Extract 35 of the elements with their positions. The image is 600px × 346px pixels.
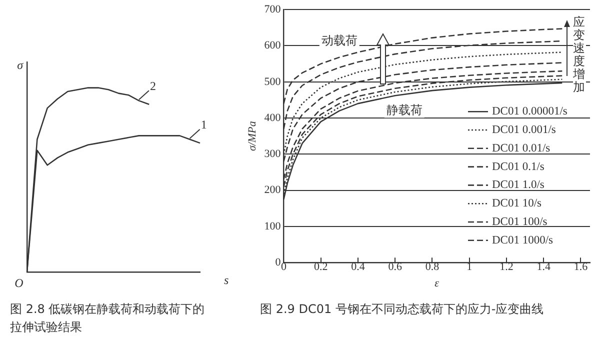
x-tick-label: 0.8 (425, 261, 440, 274)
text: O (14, 276, 24, 290)
text: 图 2.8 低碳钢在静载荷和动载荷下的拉伸试验结果 (10, 301, 206, 336)
legend-label: DC01 10/s (492, 198, 542, 210)
y-axis-title: σ/MPa (246, 120, 258, 152)
x-tick-label: 1.2 (500, 261, 514, 274)
text: 图 2.9 DC01 号钢在不同动态载荷下的应力-应变曲线 (260, 301, 545, 318)
x-tick-label: 1.4 (536, 261, 551, 274)
x-tick-label: 0.4 (351, 261, 366, 274)
y-tick-label: 500 (264, 76, 282, 88)
legend-label: DC01 100/s (492, 216, 548, 228)
x-tick-label: 0.2 (314, 261, 328, 274)
y-tick-label: 300 (264, 148, 282, 160)
x-tick-label: 1.6 (574, 261, 588, 274)
y-tick-label: 700 (264, 3, 282, 16)
y-tick-label: 100 (264, 220, 282, 232)
x-tick-label: 1 (466, 261, 472, 274)
legend-label: DC01 1000/s (492, 234, 554, 246)
y-tick-label: 600 (264, 40, 282, 52)
x-axis-title: ε (434, 277, 440, 290)
legend-label: DC01 0.1/s (492, 160, 545, 173)
x-axis-title: s (224, 273, 229, 288)
y-axis-title: σ (17, 58, 24, 72)
annotation: 动载荷 (321, 34, 358, 48)
y-tick-label: 200 (264, 184, 282, 196)
series-label: 1 (200, 118, 207, 132)
legend-label: DC01 0.00001/s (492, 106, 568, 118)
series-label: 2 (150, 78, 156, 93)
y-tick-label: 400 (264, 112, 282, 124)
x-tick-label: 0.6 (388, 261, 402, 274)
annotation: 应变速度增加 (573, 15, 586, 94)
legend-label: DC01 0.01/s (492, 142, 551, 154)
legend-label: DC01 0.001/s (492, 124, 556, 136)
legend-label: DC01 1.0/s (492, 179, 545, 192)
annotation: 静载荷 (386, 102, 422, 117)
